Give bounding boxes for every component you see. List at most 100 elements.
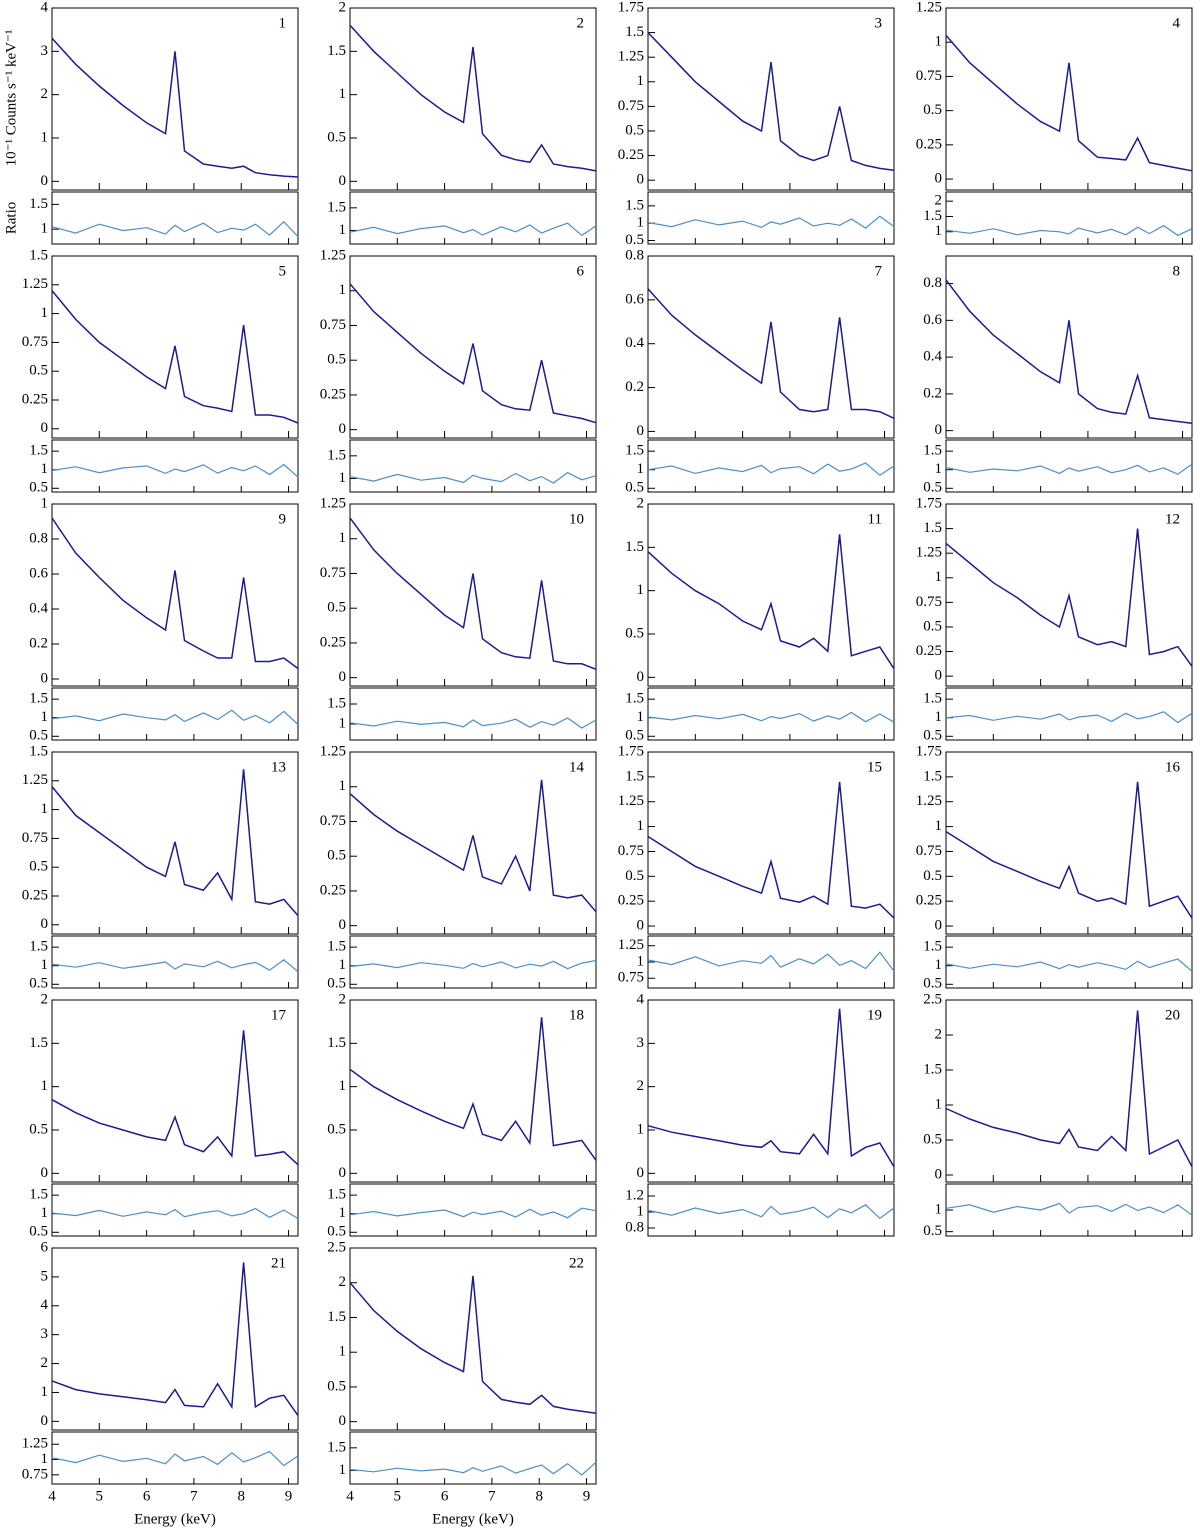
ratio-frame: [945, 439, 1193, 493]
y-tick-label: 1: [339, 1344, 347, 1360]
ratio-y-tick-label: 1.5: [923, 691, 942, 707]
x-tick-label: 7: [488, 1488, 496, 1504]
ratio-frame: [945, 1183, 1193, 1237]
ratio-line: [349, 717, 597, 729]
y-tick-label: 1.25: [320, 495, 346, 511]
y-tick-label: 1.5: [29, 1035, 48, 1051]
y-tick-label: 1.75: [916, 495, 942, 511]
plot-frame: [51, 1247, 299, 1431]
y-tick-label: 0.25: [618, 147, 644, 163]
y-tick-label: 1.5: [625, 768, 644, 784]
y-tick-label: 0.5: [29, 363, 48, 379]
ratio-frame: [647, 191, 895, 245]
y-tick-label: 0.8: [625, 247, 644, 263]
y-tick-label: 4: [41, 0, 49, 15]
y-tick-label: 2: [637, 495, 645, 511]
y-tick-label: 0.25: [320, 634, 346, 650]
y-tick-label: 2: [339, 991, 347, 1007]
ratio-frame: [51, 191, 299, 245]
y-tick-label: 0.5: [327, 129, 346, 145]
panel-number: 3: [875, 15, 883, 31]
panel-number: 11: [868, 511, 882, 527]
plot-frame: [51, 255, 299, 439]
y-tick-label: 0.2: [923, 385, 942, 401]
plot-frame: [647, 751, 895, 935]
panel-number: 19: [867, 1007, 882, 1023]
x-axis-title: Energy (keV): [134, 1511, 216, 1527]
ratio-y-tick-label: 0.5: [29, 728, 48, 744]
ratio-frame: [647, 687, 895, 741]
plot-frame: [349, 999, 597, 1183]
y-tick-label: 0: [637, 172, 645, 188]
panel-number: 1: [279, 15, 287, 31]
ratio-y-tick-label: 1: [41, 709, 49, 725]
y-tick-label: 0.5: [327, 1121, 346, 1137]
ratio-y-tick-label: 0.5: [625, 480, 644, 496]
y-tick-label: 0.5: [625, 122, 644, 138]
panel-number: 21: [271, 1255, 286, 1271]
y-tick-label: 0.5: [923, 1131, 942, 1147]
y-tick-label: 0: [41, 173, 49, 189]
ratio-y-tick-label: 1: [41, 957, 49, 973]
y-tick-label: 5: [41, 1268, 49, 1284]
y-tick-label: 0: [41, 1413, 49, 1429]
panel-number: 7: [875, 263, 883, 279]
y-tick-label: 0.25: [320, 882, 346, 898]
y-tick-label: 2.5: [327, 1239, 346, 1255]
y-tick-label: 0.75: [916, 843, 942, 859]
ratio-y-tick-label: 1.5: [923, 939, 942, 955]
y-tick-label: 0.25: [618, 893, 644, 909]
y-tick-label: 1: [339, 530, 347, 546]
y-tick-label: 0.6: [625, 291, 644, 307]
spectrum-line: [51, 1030, 299, 1166]
y-tick-label: 0.75: [22, 830, 48, 846]
ratio-y-tick-label: 0.5: [327, 976, 346, 992]
y-tick-label: 0: [41, 420, 49, 436]
ratio-y-tick-label: 1: [339, 222, 347, 238]
y-tick-label: 1.5: [625, 539, 644, 555]
panel-number: 20: [1165, 1007, 1180, 1023]
plot-frame: [51, 999, 299, 1183]
y-tick-label: 0: [935, 668, 943, 684]
plot-frame: [349, 751, 597, 935]
ratio-y-tick-label: 1.5: [29, 1187, 48, 1203]
y-tick-label: 1.25: [22, 276, 48, 292]
y-tick-label: 1: [935, 34, 943, 50]
y-tick-label: 1: [935, 1096, 943, 1112]
y-tick-label: 1: [41, 129, 49, 145]
y-tick-label: 0.75: [320, 813, 346, 829]
y-tick-label: 1: [637, 582, 645, 598]
y-tick-label: 1: [41, 495, 49, 511]
spectrum-line: [349, 1275, 597, 1415]
y-tick-label: 1: [339, 778, 347, 794]
spectrum-line: [51, 290, 299, 424]
panel-number: 14: [569, 759, 585, 775]
x-tick-label: 6: [143, 1488, 151, 1504]
y-tick-label: 0.5: [327, 848, 346, 864]
y-tick-label: 2.5: [923, 991, 942, 1007]
spectrum-line: [51, 37, 299, 178]
plot-frame: [945, 7, 1193, 191]
y-tick-label: 0.4: [923, 349, 942, 365]
ratio-line: [349, 959, 597, 970]
ratio-y-tick-label: 1.5: [327, 695, 346, 711]
y-tick-label: 2: [637, 1078, 645, 1094]
ratio-line: [647, 711, 895, 723]
ratio-y-tick-label: 1: [935, 709, 943, 725]
y-tick-label: 1.25: [618, 793, 644, 809]
ratio-y-tick-label: 1: [41, 1451, 49, 1467]
panel-number: 16: [1165, 759, 1181, 775]
x-tick-label: 8: [535, 1488, 543, 1504]
y-tick-label: 0: [339, 1165, 347, 1181]
spectrum-line: [349, 1017, 597, 1161]
y-tick-label: 1: [339, 86, 347, 102]
ratio-line: [945, 958, 1193, 972]
y-tick-label: 1.5: [923, 520, 942, 536]
plot-frame: [349, 255, 597, 439]
y-tick-label: 0.5: [625, 625, 644, 641]
y-tick-label: 1.5: [29, 743, 48, 759]
ratio-y-tick-label: 1.5: [923, 443, 942, 459]
y-tick-label: 0.75: [22, 334, 48, 350]
ratio-y-tick-label: 1: [637, 461, 645, 477]
spectrum-line: [945, 34, 1193, 172]
